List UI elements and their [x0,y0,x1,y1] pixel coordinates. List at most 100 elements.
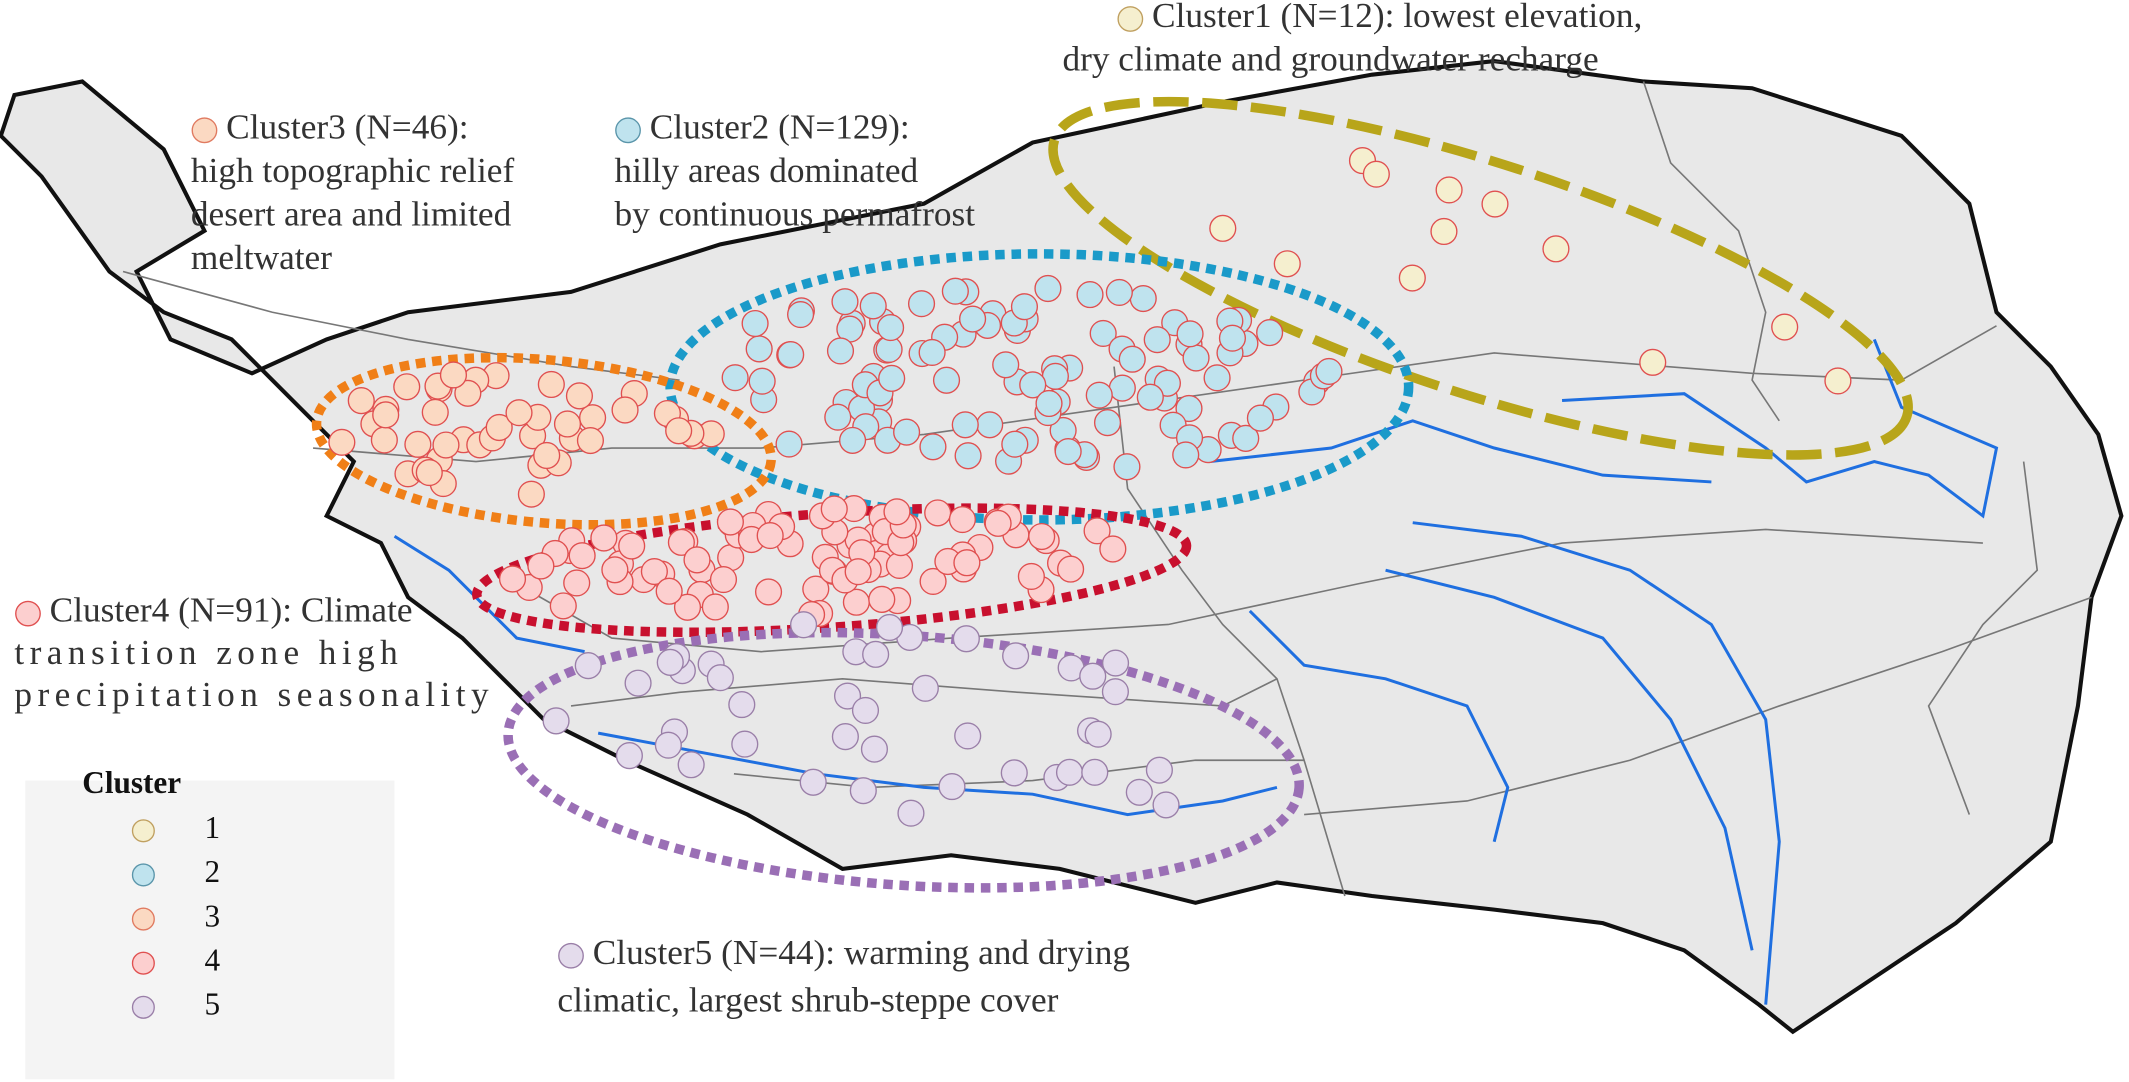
site [875,613,904,642]
site [1771,313,1799,341]
site [1010,293,1039,321]
site [1101,649,1130,677]
legend-box [25,780,395,1080]
site [951,411,979,439]
site [839,426,867,454]
site [831,288,859,316]
site [601,556,629,584]
site [656,648,684,676]
legend-label: 2 [204,854,220,889]
site [826,337,855,365]
site [1182,344,1210,372]
site [741,309,769,338]
legend-swatch [131,907,155,931]
site [1041,362,1069,390]
site [893,418,921,446]
site [1113,453,1141,481]
annotation-text: high topographic relief [191,151,515,190]
site [1081,758,1109,786]
site [859,292,887,320]
site [439,361,468,389]
annotation-text: meltwater [191,238,332,277]
site [498,565,527,593]
site [1057,555,1085,583]
annotation-text: Cluster3 (N=46): [226,107,468,146]
annotation-text: Cluster1 (N=12): lowest elevation, [1152,0,1642,35]
site [756,521,784,550]
site [1076,281,1104,309]
site [370,426,398,454]
site [953,549,981,577]
site [1101,678,1129,706]
site [948,505,976,534]
legend-label: 4 [204,942,220,977]
site [1083,517,1111,545]
site [1152,791,1180,819]
annotation-text: climatic, largest shrub-steppe cover [557,980,1058,1019]
annotation-text: Cluster2 (N=129): [650,107,910,146]
site [673,593,702,621]
site [549,592,577,620]
site [640,557,668,586]
site [1481,190,1509,218]
site [1218,324,1247,352]
annotation-marker [1117,6,1144,32]
site [404,430,432,458]
site [701,593,729,621]
site [919,567,947,596]
site [938,773,966,801]
site [1034,274,1062,303]
site [721,364,749,392]
site [731,730,759,758]
site [655,577,683,605]
site [1028,522,1056,551]
cluster2-outline [665,249,1414,525]
site [415,459,443,487]
site [590,524,618,552]
legend-label: 1 [204,810,220,845]
site [844,558,872,586]
site [824,403,852,431]
site [1085,381,1113,409]
site [568,542,596,570]
site [728,691,756,719]
site [1398,264,1426,292]
site [1209,214,1237,242]
site [576,426,605,455]
site [748,367,776,395]
site [574,652,602,680]
site [1099,535,1127,563]
cluster3-outline [311,352,776,530]
legend: 1 2 3 4 5 [131,810,220,1022]
site [1035,389,1063,418]
site [799,768,827,796]
site [941,277,969,305]
site [611,396,639,424]
site [527,552,555,580]
annotation-text: Cluster4 (N=91): Climate [50,591,413,630]
site [851,696,880,725]
site [1435,176,1463,204]
site [849,777,877,805]
site [1002,642,1030,670]
site [1143,326,1171,354]
site [1019,371,1047,399]
annotation-text: transition zone high [14,633,403,672]
site [393,373,421,401]
site [976,411,1004,439]
site [924,499,952,527]
site [654,731,682,759]
site [1362,160,1390,188]
rivers [393,338,1999,1005]
site [878,364,906,392]
site [1430,217,1458,246]
site [485,413,513,442]
site [831,723,859,751]
site [1129,284,1157,313]
site [745,335,773,363]
sites [328,147,1852,827]
annotation-text: by continuous permafrost [614,194,975,233]
site [667,528,695,556]
site [553,410,582,438]
